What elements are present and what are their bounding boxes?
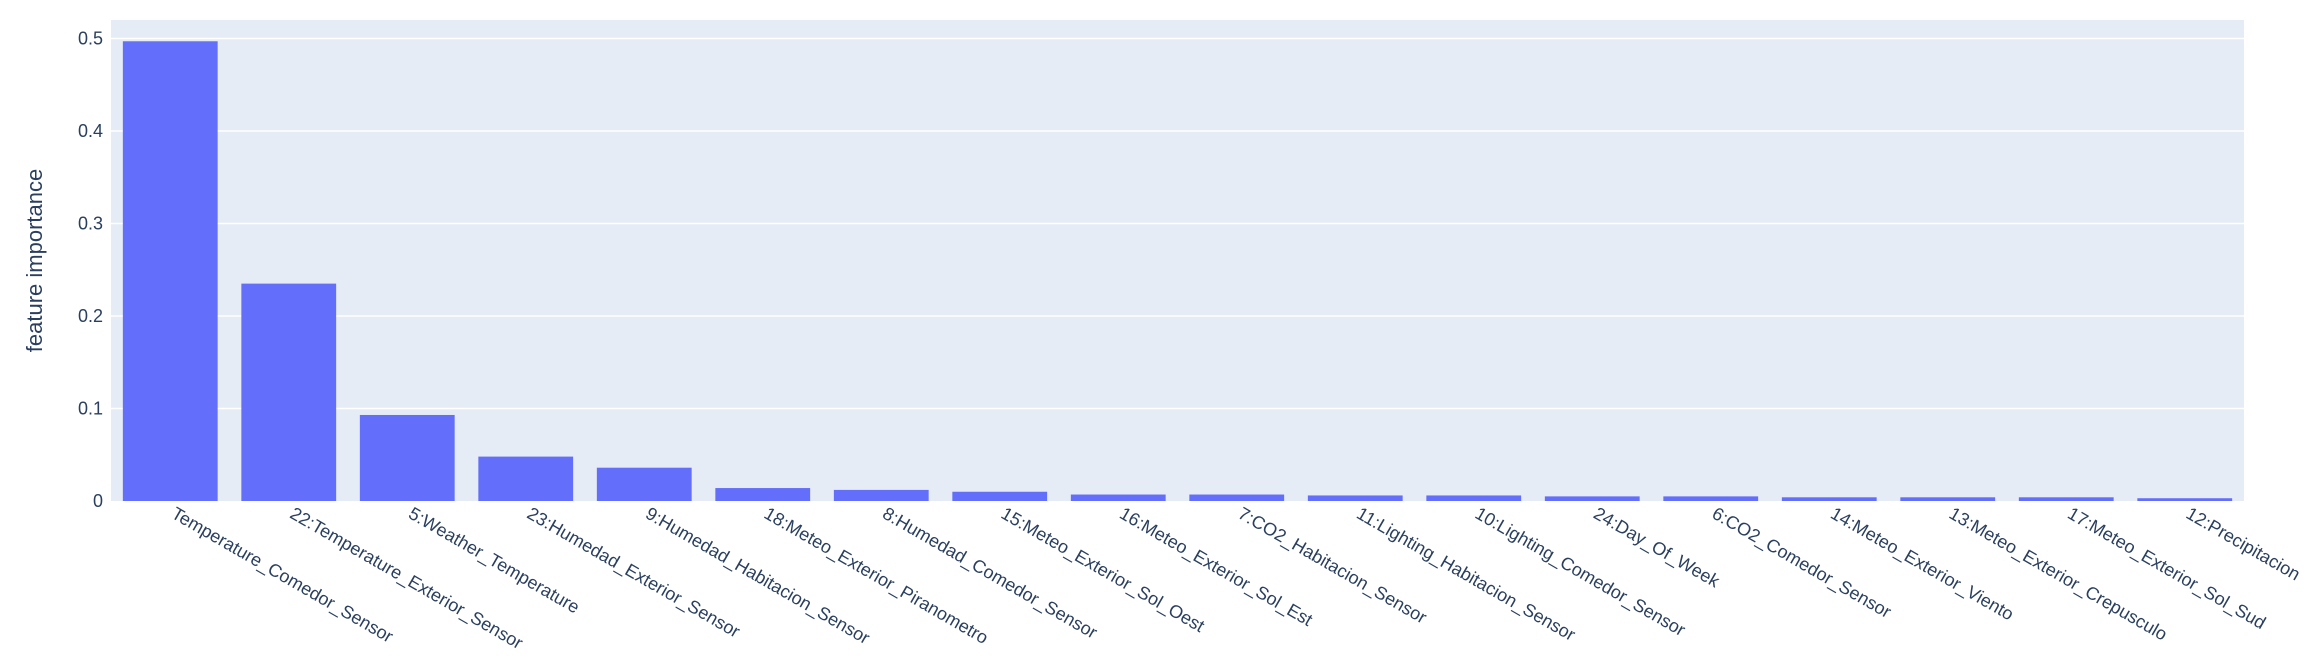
x-axis-ticks: Temperature_Comedor_Sensor22:Temperature… bbox=[168, 503, 2304, 654]
bar[interactable] bbox=[1070, 494, 1166, 501]
bar[interactable] bbox=[2018, 497, 2114, 501]
x-tick-label: 12:Precipitacion bbox=[2183, 503, 2304, 584]
x-tick-label: 22:Temperature_Exterior_Sensor bbox=[286, 503, 526, 654]
bar[interactable] bbox=[833, 489, 929, 501]
bar[interactable] bbox=[478, 456, 574, 501]
x-tick-label: 16:Meteo_Exterior_Sol_Est bbox=[1116, 503, 1316, 631]
y-tick-label: 0.5 bbox=[78, 29, 103, 49]
x-tick-label: 8:Humedad_Comedor_Sensor bbox=[879, 503, 1101, 643]
bar[interactable] bbox=[1781, 497, 1877, 501]
x-tick-label: 18:Meteo_Exterior_Piranometro bbox=[760, 503, 991, 649]
bar[interactable] bbox=[2137, 498, 2233, 501]
bar[interactable] bbox=[1900, 497, 1996, 501]
x-tick-label: 15:Meteo_Exterior_Sol_Oest bbox=[997, 503, 1208, 637]
y-tick-label: 0.1 bbox=[78, 399, 103, 419]
x-tick-label: 23:Humedad_Exterior_Sensor bbox=[523, 503, 743, 642]
y-axis-title: feature importance bbox=[22, 169, 47, 352]
y-tick-label: 0.3 bbox=[78, 214, 103, 234]
bar[interactable] bbox=[952, 491, 1048, 501]
x-tick-label: Temperature_Comedor_Sensor bbox=[168, 503, 397, 647]
bar[interactable] bbox=[1189, 494, 1285, 501]
x-tick-label: 9:Humedad_Habitacion_Sensor bbox=[642, 503, 873, 649]
x-tick-label: 10:Lighting_Comedor_Sensor bbox=[1471, 503, 1689, 641]
bar[interactable] bbox=[241, 283, 337, 501]
x-tick-label: 11:Lighting_Habitacion_Sensor bbox=[1353, 503, 1579, 646]
bar[interactable] bbox=[1544, 496, 1640, 501]
y-axis-ticks: 0 0.1 0.2 0.3 0.4 0.5 bbox=[78, 29, 103, 512]
bar[interactable] bbox=[715, 488, 811, 501]
x-tick-label: 13:Meteo_Exterior_Crepusculo bbox=[1945, 503, 2170, 645]
plot-background bbox=[111, 20, 2244, 501]
y-gridlines bbox=[111, 37, 2244, 410]
bar[interactable] bbox=[122, 41, 218, 502]
x-tick-label: 17:Meteo_Exterior_Sol_Sud bbox=[2064, 503, 2269, 634]
y-tick-label: 0 bbox=[93, 491, 103, 511]
y-tick-label: 0.2 bbox=[78, 306, 103, 326]
bar[interactable] bbox=[359, 414, 455, 501]
bar[interactable] bbox=[596, 467, 692, 501]
bar[interactable] bbox=[1663, 496, 1759, 501]
bar[interactable] bbox=[1426, 495, 1522, 501]
y-tick-label: 0.4 bbox=[78, 121, 103, 141]
bar[interactable] bbox=[1307, 495, 1403, 501]
x-tick-label: 7:CO2_Habitacion_Sensor bbox=[1234, 503, 1430, 628]
bars bbox=[122, 41, 2233, 502]
